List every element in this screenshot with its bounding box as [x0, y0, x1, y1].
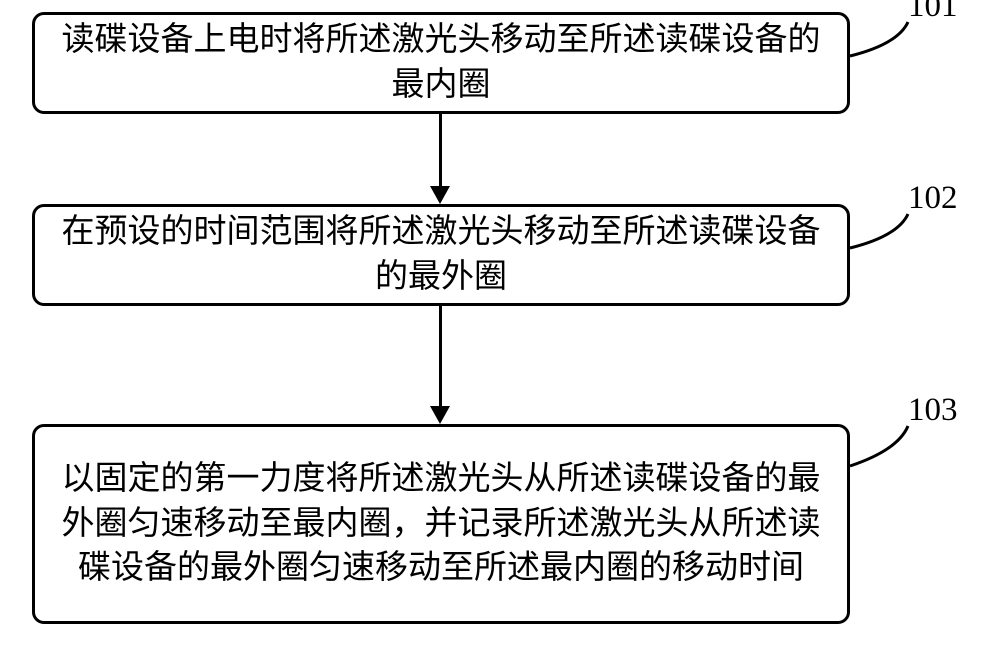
label-connector-step101 — [846, 18, 912, 60]
flow-arrow-step102-step103 — [439, 306, 442, 406]
flow-arrow-step101-step102 — [439, 114, 442, 186]
flow-step-text: 读碟设备上电时将所述激光头移动至所述读碟设备的最内圈 — [55, 18, 827, 107]
label-connector-step102 — [846, 210, 912, 252]
flow-step-text: 在预设的时间范围将所述激光头移动至所述读碟设备的最外圈 — [55, 210, 827, 299]
flow-step-label-step101: 101 — [908, 0, 958, 25]
flow-step-label-step103: 103 — [908, 392, 958, 429]
arrow-head-icon — [430, 406, 450, 424]
flow-step-step101: 读碟设备上电时将所述激光头移动至所述读碟设备的最内圈 — [32, 12, 850, 114]
flow-step-step102: 在预设的时间范围将所述激光头移动至所述读碟设备的最外圈 — [32, 204, 850, 306]
label-connector-step103 — [846, 422, 912, 470]
flow-step-label-step102: 102 — [908, 180, 958, 217]
arrow-head-icon — [430, 186, 450, 204]
flow-step-step103: 以固定的第一力度将所述激光头从所述读碟设备的最外圈匀速移动至最内圈，并记录所述激… — [32, 424, 850, 624]
flow-step-text: 以固定的第一力度将所述激光头从所述读碟设备的最外圈匀速移动至最内圈，并记录所述激… — [55, 457, 827, 591]
